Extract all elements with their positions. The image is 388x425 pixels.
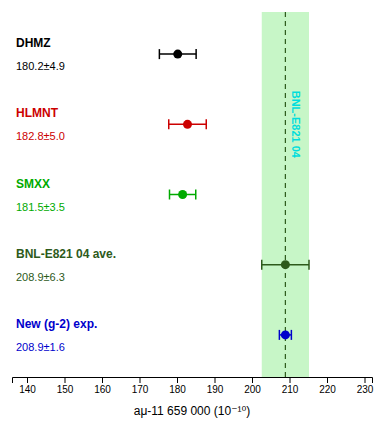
x-axis: 140 150 160 170 180 190 200 210 220 230	[13, 377, 374, 395]
x-axis-title: aμ-11 659 000 (10⁻¹⁰)	[134, 404, 251, 418]
value-label: 180.2±4.9	[16, 60, 65, 72]
row-label: BNL-E821 04 ave.	[16, 247, 116, 261]
error-bar-group	[169, 119, 207, 129]
error-bar-cap	[261, 260, 263, 270]
x-tick: 140	[19, 377, 36, 395]
x-tick-mark	[290, 377, 291, 383]
value-label: 181.5±3.5	[16, 201, 65, 213]
row-label: SMXX	[16, 177, 50, 191]
x-tick: 180	[169, 377, 186, 395]
x-tick-label: 220	[319, 384, 336, 395]
value-label: 208.9±1.6	[16, 341, 65, 353]
x-tick: 230	[357, 377, 374, 395]
plot-area	[159, 12, 309, 377]
x-tick-label: 140	[19, 384, 36, 395]
x-tick-label: 160	[94, 384, 111, 395]
error-bar-cap	[279, 330, 281, 340]
value-label: 208.9±6.3	[16, 271, 65, 283]
x-tick-label: 170	[132, 384, 149, 395]
chart: 140 150 160 170 180 190 200 210 220 230 aμ-11 659 …	[0, 0, 388, 425]
error-bar-cap	[206, 119, 208, 129]
error-bar-group	[262, 260, 309, 270]
point	[183, 120, 192, 129]
error-bar-cap	[168, 119, 170, 129]
x-tick-mark	[365, 377, 366, 383]
error-bar-cap	[195, 49, 197, 59]
x-tick-label: 190	[207, 384, 224, 395]
x-tick-mark	[215, 377, 216, 383]
x-tick: 160	[94, 377, 111, 395]
x-tick-label: 200	[244, 384, 261, 395]
error-bar-group	[159, 49, 196, 59]
x-tick: 220	[319, 377, 336, 395]
x-tick-mark	[252, 377, 253, 383]
x-tick: 210	[282, 377, 299, 395]
reference-line	[285, 12, 286, 377]
error-bar-cap	[159, 49, 161, 59]
x-tick-label: 180	[169, 384, 186, 395]
error-bar-group	[279, 330, 291, 340]
x-tick-mark	[327, 377, 328, 383]
x-tick-mark	[177, 377, 178, 383]
annotation: BNL-E821 04	[290, 91, 302, 159]
row-label: DHMZ	[16, 36, 51, 50]
error-bar-cap	[308, 260, 310, 270]
point	[281, 330, 290, 339]
x-tick-label: 210	[282, 384, 299, 395]
point	[281, 260, 290, 269]
error-bar-cap	[195, 190, 197, 200]
x-tick-mark	[140, 377, 141, 383]
x-tick-label: 230	[357, 384, 374, 395]
x-tick: 190	[207, 377, 224, 395]
point	[178, 190, 187, 199]
x-tick-mark	[27, 377, 28, 383]
x-tick-mark	[65, 377, 66, 383]
row-label: New (g-2) exp.	[16, 317, 97, 331]
error-bar-cap	[169, 190, 171, 200]
row-label: HLMNT	[16, 106, 59, 120]
row-labels: DHMZ 180.2±4.9 HLMNT 182.8±5.0 SMXX 181.5±3.5…	[16, 36, 116, 353]
band	[262, 12, 309, 377]
x-tick-label: 150	[57, 384, 74, 395]
x-tick: 150	[57, 377, 74, 395]
x-tick: 170	[132, 377, 149, 395]
error-bar-cap	[291, 330, 293, 340]
point	[173, 50, 182, 59]
error-bar-group	[170, 190, 196, 200]
x-tick: 200	[244, 377, 261, 395]
x-axis-line	[13, 378, 373, 384]
value-label: 182.8±5.0	[16, 130, 65, 142]
x-tick-mark	[102, 377, 103, 383]
chart-container: 140 150 160 170 180 190 200 210 220 230 aμ-11 659 …	[0, 0, 388, 425]
